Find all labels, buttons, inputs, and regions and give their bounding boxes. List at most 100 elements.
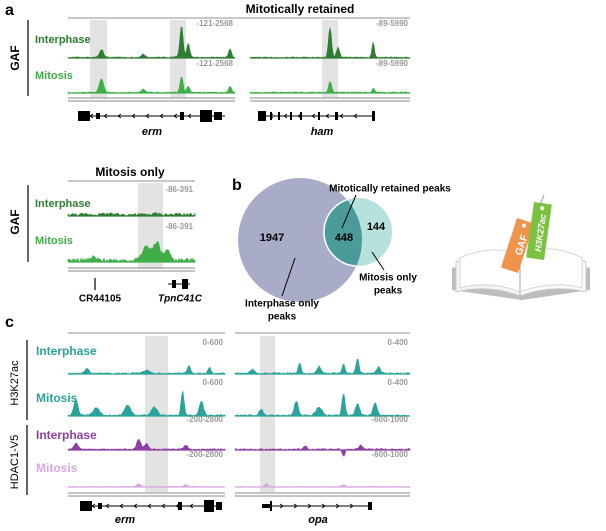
range-label: -121-2568 bbox=[197, 59, 234, 68]
range-label: -86-391 bbox=[165, 222, 193, 231]
strand-arrow bbox=[145, 113, 150, 119]
venn-label: Mitotically retained peaks bbox=[329, 184, 451, 195]
track-label: Interphase bbox=[36, 344, 97, 358]
factor-label: HDAC1-V5 bbox=[9, 435, 21, 489]
exon bbox=[172, 280, 176, 288]
strand-arrow bbox=[131, 113, 136, 119]
exon bbox=[335, 112, 338, 120]
track-label: Mitosis bbox=[35, 70, 73, 82]
exon bbox=[262, 504, 270, 508]
strand-arrow bbox=[321, 503, 326, 509]
signal-track bbox=[249, 27, 411, 59]
signal-track bbox=[67, 212, 196, 217]
signal-track bbox=[67, 364, 226, 375]
strand-arrow bbox=[335, 503, 340, 509]
strand-arrow bbox=[269, 113, 274, 119]
strand-arrow bbox=[161, 503, 166, 509]
exon bbox=[178, 502, 182, 510]
exon bbox=[80, 501, 92, 511]
exon bbox=[96, 113, 100, 119]
highlight bbox=[260, 336, 275, 492]
range-label: -200-2800 bbox=[187, 415, 224, 424]
strand-arrow bbox=[297, 113, 302, 119]
venn-label: Interphase only bbox=[245, 299, 319, 310]
exon bbox=[270, 112, 272, 120]
gene-name: erm bbox=[115, 514, 135, 526]
signal-track bbox=[249, 81, 411, 94]
gene-name: ham bbox=[311, 126, 334, 138]
highlight bbox=[322, 20, 338, 98]
track-label: Interphase bbox=[35, 198, 91, 210]
exon bbox=[216, 502, 222, 510]
leader-line bbox=[371, 251, 385, 271]
strand-arrow bbox=[105, 503, 110, 509]
exon bbox=[98, 503, 102, 509]
signal-track bbox=[67, 390, 226, 417]
track-label: Mitosis bbox=[35, 235, 73, 247]
venn-label: Mitosis only bbox=[359, 273, 417, 284]
panel-title: Mitosis only bbox=[95, 165, 165, 179]
panel-letter: a bbox=[5, 2, 14, 19]
exon bbox=[214, 112, 222, 120]
book-illustration bbox=[452, 194, 590, 300]
factor-label: GAF bbox=[8, 45, 22, 70]
range-label: 0-600 bbox=[203, 378, 224, 387]
factor-label: GAF bbox=[8, 209, 22, 234]
strand-arrow bbox=[147, 503, 152, 509]
strand-arrow bbox=[283, 113, 288, 119]
strand-arrow bbox=[119, 503, 124, 509]
highlight bbox=[90, 20, 107, 98]
strand-arrow bbox=[159, 113, 164, 119]
exon bbox=[318, 112, 320, 120]
signal-track bbox=[67, 76, 236, 94]
range-label: -89-5990 bbox=[376, 59, 409, 68]
exon bbox=[372, 111, 375, 121]
strand-arrow bbox=[189, 503, 194, 509]
venn-count: 1947 bbox=[260, 232, 284, 244]
range-label: 0-400 bbox=[388, 338, 409, 347]
exon bbox=[200, 110, 212, 122]
exon bbox=[300, 112, 302, 120]
exon bbox=[258, 111, 266, 121]
strand-arrow bbox=[293, 503, 298, 509]
signal-track bbox=[234, 358, 411, 375]
strand-arrow bbox=[173, 113, 178, 119]
gene-name: TpnC41C bbox=[158, 294, 203, 305]
range-label: -89-5990 bbox=[376, 19, 409, 28]
exon bbox=[290, 112, 292, 120]
factor-label: H3K27ac bbox=[9, 360, 21, 406]
exon bbox=[204, 500, 214, 512]
range-label: -600-1000 bbox=[372, 450, 409, 459]
track-label: Mitosis bbox=[36, 391, 78, 405]
panel-letter: c bbox=[5, 314, 14, 331]
venn-count: 144 bbox=[367, 221, 386, 233]
leader-line bbox=[281, 257, 296, 297]
venn-count: 448 bbox=[335, 232, 353, 244]
range-label: 0-400 bbox=[388, 378, 409, 387]
exon bbox=[270, 501, 272, 511]
strand-arrow bbox=[175, 503, 180, 509]
strand-arrow bbox=[307, 503, 312, 509]
track-label: Interphase bbox=[35, 34, 91, 46]
strand-arrow bbox=[349, 503, 354, 509]
range-label: -600-1000 bbox=[372, 415, 409, 424]
gene-name: opa bbox=[308, 514, 328, 526]
signal-track bbox=[67, 240, 196, 263]
gene-name: erm bbox=[142, 126, 162, 138]
strand-arrow bbox=[201, 113, 206, 119]
gene-name: CR44105 bbox=[79, 294, 122, 305]
strand-arrow bbox=[117, 113, 122, 119]
strand-arrow bbox=[353, 113, 358, 119]
strand-arrow bbox=[187, 113, 192, 119]
range-label: 0-600 bbox=[203, 338, 224, 347]
venn-interphase bbox=[238, 178, 362, 302]
track-label: Interphase bbox=[36, 428, 97, 442]
panel-letter: b bbox=[232, 177, 242, 194]
signal-track bbox=[234, 393, 411, 417]
leader-line bbox=[341, 194, 357, 229]
strand-arrow bbox=[91, 503, 96, 509]
range-label: -86-391 bbox=[165, 185, 193, 194]
venn-label: peaks bbox=[374, 286, 403, 297]
exon bbox=[368, 502, 372, 510]
